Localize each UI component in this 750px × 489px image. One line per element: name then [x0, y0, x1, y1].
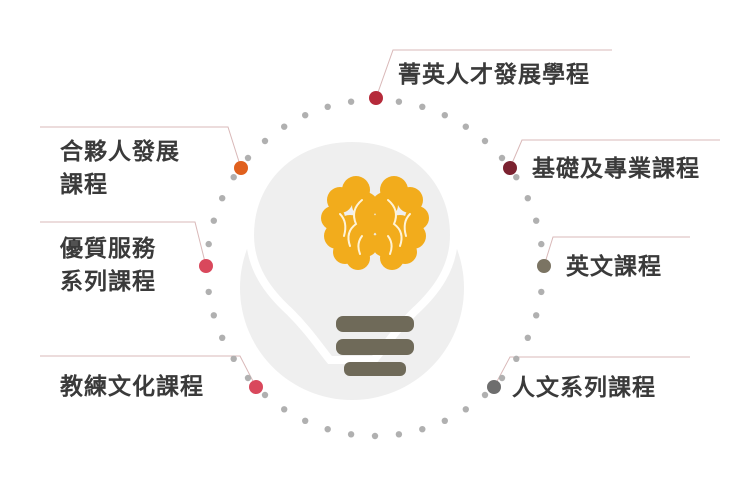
ring-dot — [498, 154, 506, 162]
ring-dot — [347, 98, 355, 105]
ring-dot — [244, 374, 252, 382]
ring-dot — [395, 98, 403, 105]
ring-dot — [205, 240, 212, 248]
brain-fold — [387, 235, 393, 255]
ring-dot — [230, 174, 237, 181]
ring-dot — [281, 406, 288, 413]
label-english-line-1: 英文課程 — [566, 253, 662, 280]
ring-dot — [230, 355, 237, 362]
label-coaching-culture: 教練文化課程 — [60, 370, 204, 403]
ring-dot — [219, 334, 226, 341]
brain-fold — [403, 213, 411, 237]
ring-dot — [513, 355, 520, 362]
brain-fold — [387, 199, 403, 247]
label-foundation-professional: 基礎及專業課程 — [532, 152, 700, 185]
ring-dot — [261, 391, 269, 399]
connector-line-partner-development — [40, 126, 242, 169]
brain-right — [372, 176, 429, 270]
marker-dot-english — [537, 259, 551, 273]
ring-dot — [261, 137, 269, 145]
ring-dot — [513, 174, 520, 181]
ring-dot — [538, 240, 545, 248]
label-partner-development-line-1: 合夥人發展 — [60, 138, 180, 165]
ring-dot — [481, 137, 489, 145]
marker-dots — [199, 91, 551, 394]
bulb-base-stripe-3 — [344, 362, 406, 376]
brain-lobe — [352, 192, 378, 218]
brain-left — [321, 176, 378, 270]
connector-line-foundation-professional — [509, 139, 720, 169]
label-english: 英文課程 — [566, 250, 662, 283]
ring-dot — [210, 217, 217, 224]
ring-dot — [302, 112, 309, 119]
label-partner-development-line-2: 課程 — [60, 171, 108, 198]
label-humanities: 人文系列課程 — [512, 371, 656, 404]
marker-dot-partner-development — [234, 161, 248, 175]
label-partner-development: 合夥人發展 課程 — [60, 135, 180, 201]
lightbulb-brain-icon — [240, 133, 464, 400]
ring-dot — [371, 432, 379, 440]
ring-dot — [419, 426, 426, 433]
label-humanities-line-1: 人文系列課程 — [512, 374, 656, 401]
label-quality-service: 優質服務 系列課程 — [60, 232, 156, 298]
ring-dot — [219, 195, 226, 202]
ring-dot — [462, 123, 469, 130]
ring-dot — [524, 195, 531, 202]
ring-dot — [419, 103, 426, 111]
ring-dot — [302, 417, 309, 424]
brain-fold — [339, 213, 347, 237]
ring-dot — [462, 406, 469, 413]
connector-line-english — [543, 236, 690, 267]
brain-fold — [347, 199, 363, 247]
marker-dot-foundation-professional — [503, 161, 517, 175]
ring-dot — [324, 103, 331, 111]
label-elite-talent: 菁英人才發展學程 — [398, 58, 590, 91]
ring-dot — [498, 374, 506, 382]
brain-fold — [357, 235, 363, 255]
ring-dot — [441, 417, 448, 424]
ring-dot — [324, 426, 331, 433]
connector-line-elite-talent — [375, 49, 612, 99]
ring-dot — [210, 312, 217, 319]
label-quality-service-line-2: 系列課程 — [60, 268, 156, 295]
brain-lobe — [372, 192, 398, 218]
ring-dot — [244, 154, 252, 162]
ring-dot — [481, 391, 489, 399]
ring-dot — [281, 123, 288, 130]
bulb-base-stripe-2 — [336, 339, 414, 355]
dotted-ring — [203, 96, 547, 440]
ring-dot — [533, 217, 540, 224]
ring-dot — [441, 112, 448, 119]
bulb-base-stripe-1 — [336, 316, 414, 332]
label-foundation-professional-line-1: 基礎及專業課程 — [532, 155, 700, 182]
connector-line-quality-service — [40, 221, 207, 267]
label-quality-service-line-1: 優質服務 — [60, 235, 156, 262]
ring-dot — [205, 288, 212, 296]
marker-dot-elite-talent — [369, 91, 383, 105]
ring-dot — [347, 431, 355, 438]
ring-dot — [533, 312, 540, 319]
ring-dot — [395, 431, 403, 438]
marker-dot-humanities — [487, 380, 501, 394]
label-elite-talent-line-1: 菁英人才發展學程 — [398, 61, 590, 88]
ring-dot — [524, 334, 531, 341]
ring-dot — [538, 288, 545, 296]
marker-dot-quality-service — [199, 259, 213, 273]
marker-dot-coaching-culture — [249, 380, 263, 394]
label-coaching-culture-line-1: 教練文化課程 — [60, 373, 204, 400]
